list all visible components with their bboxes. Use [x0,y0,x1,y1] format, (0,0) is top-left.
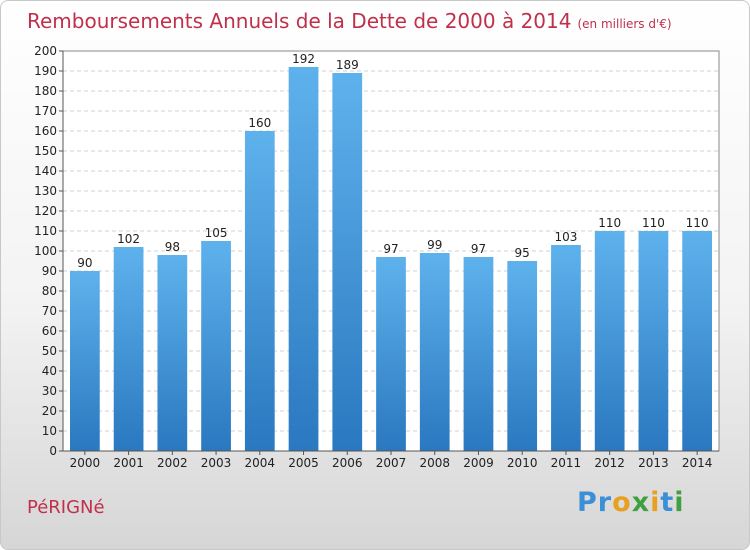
y-tick-label: 70 [42,304,57,318]
bar [682,231,713,451]
data-label: 105 [205,226,228,240]
x-tick-label: 2000 [70,456,101,470]
chart-title-text: Remboursements Annuels de la Dette de 20… [27,9,572,33]
y-tick-label: 200 [34,44,57,58]
proxiti-logo: Proxiti [577,487,685,518]
logo-letter: x [631,487,651,518]
x-tick-label: 2013 [638,456,669,470]
bar [288,67,319,451]
bar [507,261,538,451]
data-label: 95 [515,246,530,260]
y-tick-label: 190 [34,64,57,78]
x-tick-label: 2004 [245,456,276,470]
bar [201,241,231,451]
logo-letter: P [577,487,598,518]
data-label: 110 [686,216,709,230]
logo-letter: i [650,487,661,518]
y-tick-label: 10 [42,424,57,438]
y-tick-label: 110 [34,224,57,238]
bar [69,271,100,451]
x-tick-label: 2005 [288,456,319,470]
data-label: 192 [292,52,315,66]
x-tick-label: 2011 [551,456,582,470]
bar [638,231,669,451]
y-tick-label: 180 [34,84,57,98]
x-tick-label: 2012 [594,456,625,470]
bar [157,255,188,451]
y-tick-label: 40 [42,364,57,378]
data-label: 90 [77,256,92,270]
x-tick-label: 2003 [201,456,232,470]
y-tick-label: 60 [42,324,57,338]
data-label: 103 [554,230,577,244]
y-tick-label: 50 [42,344,57,358]
bar [113,247,144,451]
y-tick-label: 20 [42,404,57,418]
data-label: 98 [165,240,180,254]
x-tick-label: 2010 [507,456,538,470]
x-tick-label: 2008 [419,456,450,470]
commune-name: PéRIGNé [27,497,105,518]
bar [376,257,406,451]
data-label: 97 [471,242,486,256]
x-tick-label: 2014 [682,456,713,470]
x-tick-label: 2001 [113,456,144,470]
data-label: 110 [598,216,621,230]
y-tick-label: 0 [49,444,57,458]
chart-title: Remboursements Annuels de la Dette de 20… [27,9,672,33]
logo-letter: i [674,487,685,518]
data-label: 110 [642,216,665,230]
bar [463,257,494,451]
data-label: 189 [336,58,359,72]
x-tick-label: 2006 [332,456,363,470]
y-tick-label: 130 [34,184,57,198]
data-label: 160 [248,116,271,130]
y-tick-label: 30 [42,384,57,398]
bar [594,231,625,451]
y-tick-label: 120 [34,204,57,218]
bar [332,73,363,451]
logo-letter: r [597,487,613,518]
x-tick-label: 2002 [157,456,188,470]
y-tick-label: 140 [34,164,57,178]
y-tick-label: 90 [42,264,57,278]
chart-subtitle: (en milliers d'€) [577,17,672,31]
data-label: 99 [427,238,442,252]
y-tick-label: 170 [34,104,57,118]
data-label: 97 [383,242,398,256]
bar [551,245,581,451]
y-tick-label: 100 [34,244,57,258]
x-tick-label: 2009 [463,456,494,470]
data-label: 102 [117,232,140,246]
logo-letter: t [660,487,675,518]
y-tick-label: 80 [42,284,57,298]
bar [244,131,275,451]
y-tick-label: 160 [34,124,57,138]
logo-letter: o [612,487,632,518]
bar [419,253,450,451]
x-tick-label: 2007 [376,456,407,470]
y-tick-label: 150 [34,144,57,158]
